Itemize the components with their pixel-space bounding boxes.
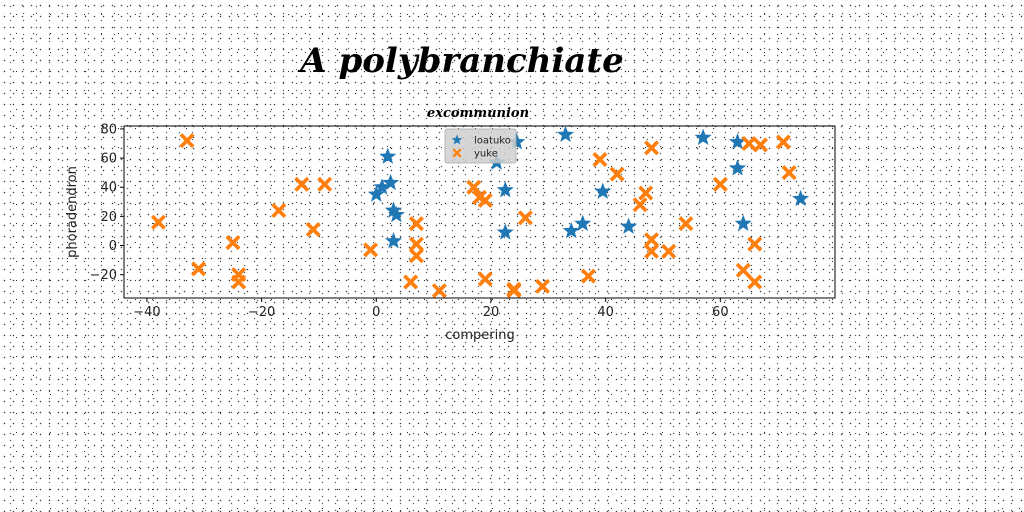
star-point-loatuko-16: [694, 128, 712, 145]
x-point-yuke-23: [535, 278, 551, 294]
x-point-yuke-22: [517, 210, 533, 226]
x-point-yuke-9: [317, 176, 333, 192]
star-point-loatuko-0: [367, 185, 385, 202]
x-point-yuke-5: [231, 274, 247, 290]
star-point-loatuko-12: [562, 221, 580, 239]
series-yuke: [150, 133, 797, 299]
x-point-yuke-25: [592, 152, 608, 168]
legend-marker-loatuko: [451, 134, 463, 145]
star-point-loatuko-17: [728, 133, 747, 150]
legend-marker-yuke: [452, 148, 462, 158]
x-point-yuke-35: [735, 262, 751, 278]
legend: loatuko yuke: [444, 128, 517, 164]
x-point-yuke-18: [477, 192, 493, 208]
x-point-yuke-21: [506, 283, 522, 299]
x-point-yuke-26: [609, 166, 625, 182]
x-point-yuke-14: [408, 248, 424, 264]
plot-marks: [150, 125, 810, 299]
x-axis-label: compering: [445, 328, 514, 343]
x-point-yuke-31: [644, 243, 660, 259]
x-tick-label: −40: [133, 305, 160, 320]
legend-label-yuke: yuke: [474, 149, 498, 160]
star-point-loatuko-20: [792, 189, 810, 207]
series-loatuko: [367, 125, 810, 249]
x-tick-label: 20: [483, 305, 500, 320]
star-point-loatuko-4: [384, 201, 403, 218]
x-point-yuke-0: [150, 214, 166, 230]
star-point-loatuko-15: [620, 217, 638, 234]
star-point-loatuko-18: [728, 159, 747, 176]
legend-label-loatuko: loatuko: [474, 136, 511, 147]
x-point-yuke-1: [179, 133, 195, 149]
x-point-yuke-32: [661, 243, 677, 259]
x-point-yuke-7: [294, 176, 310, 192]
chart-subtitle: excommunion: [427, 106, 529, 121]
x-tick-label: −20: [248, 305, 275, 320]
x-point-yuke-10: [363, 242, 379, 258]
y-tick-label: 80: [100, 122, 117, 137]
y-tick-label: −20: [90, 268, 117, 283]
x-point-yuke-34: [712, 176, 728, 192]
x-point-yuke-13: [408, 236, 424, 252]
star-point-loatuko-5: [387, 205, 405, 223]
x-point-yuke-39: [752, 137, 768, 153]
y-axis-ticks: −20 0 20 40 60 80: [90, 122, 124, 283]
x-point-yuke-19: [477, 271, 493, 287]
x-point-yuke-30: [644, 232, 660, 248]
star-point-loatuko-19: [734, 214, 752, 231]
y-tick-label: 40: [100, 181, 117, 196]
star-point-loatuko-10: [508, 133, 526, 150]
x-point-yuke-27: [632, 197, 648, 213]
plot-frame: [123, 125, 836, 299]
x-point-yuke-8: [305, 221, 321, 237]
x-point-yuke-28: [638, 185, 654, 201]
x-point-yuke-2: [191, 261, 207, 277]
star-point-loatuko-2: [379, 147, 397, 164]
legend-box: [444, 128, 517, 164]
y-tick-label: 60: [100, 152, 117, 167]
x-tick-label: 0: [372, 305, 380, 320]
x-point-yuke-6: [271, 203, 287, 219]
star-point-loatuko-1: [373, 178, 391, 195]
x-point-yuke-29: [644, 140, 660, 156]
star-point-loatuko-3: [382, 173, 400, 191]
x-point-yuke-15: [431, 283, 447, 299]
star-point-loatuko-6: [384, 232, 403, 249]
y-axis-label: phoradendron: [65, 166, 80, 258]
x-point-yuke-12: [408, 216, 424, 232]
chart-title: A polybranchiate: [297, 41, 623, 81]
star-point-loatuko-13: [574, 214, 592, 231]
star-point-loatuko-9: [496, 223, 514, 240]
x-point-yuke-41: [781, 165, 797, 181]
x-point-yuke-38: [747, 274, 763, 290]
x-point-yuke-36: [741, 135, 757, 151]
x-point-yuke-16: [466, 179, 482, 195]
x-tick-label: 40: [597, 305, 614, 320]
star-point-loatuko-8: [496, 181, 514, 198]
y-tick-label: 0: [109, 239, 117, 254]
x-point-yuke-3: [225, 235, 241, 251]
x-point-yuke-24: [580, 268, 596, 284]
x-point-yuke-11: [403, 274, 419, 290]
star-point-loatuko-11: [556, 125, 575, 143]
x-tick-label: 60: [712, 305, 729, 320]
star-point-loatuko-14: [594, 182, 612, 199]
x-point-yuke-37: [747, 236, 763, 252]
x-point-yuke-40: [775, 134, 791, 150]
x-axis-ticks: −40 −20 0 20 40 60: [133, 298, 729, 320]
y-tick-label: 20: [100, 210, 117, 225]
x-point-yuke-33: [678, 216, 694, 232]
